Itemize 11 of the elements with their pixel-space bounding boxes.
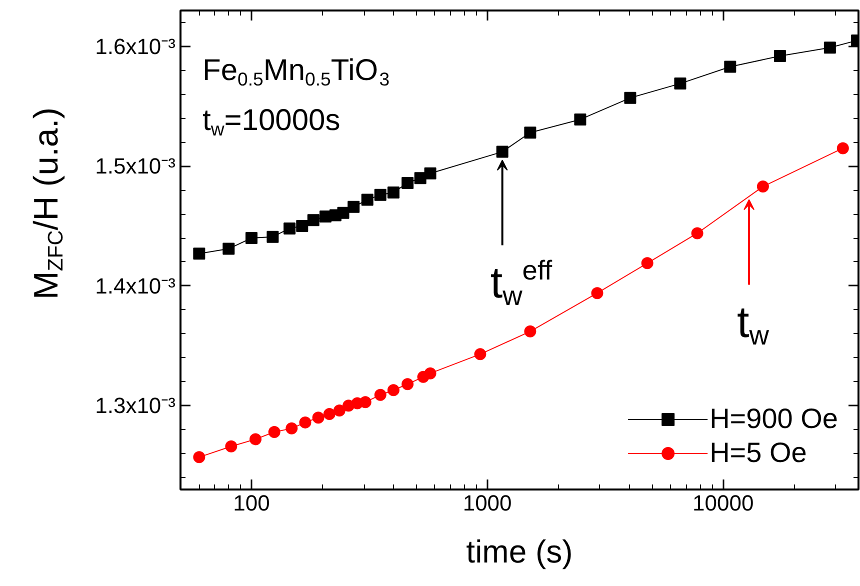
x-axis-title: time (s) [466, 534, 573, 570]
legend-label: H=5 Oe [710, 437, 807, 469]
y-tick-label: 1.4x10⁻³ [95, 273, 176, 298]
y-tick-label: 1.6x10⁻³ [95, 34, 176, 59]
y-tick-label: 1.3x10⁻³ [95, 393, 176, 418]
x-tick-label: 1000 [462, 490, 512, 516]
legend-label: H=900 Oe [710, 403, 838, 435]
y-tick-label: 1.5x10⁻³ [95, 154, 176, 179]
x-tick-label: 100 [233, 490, 270, 516]
y-axis-title: MZFC/H (u.a.) [28, 107, 68, 300]
x-tick-label: 10000 [692, 490, 754, 516]
